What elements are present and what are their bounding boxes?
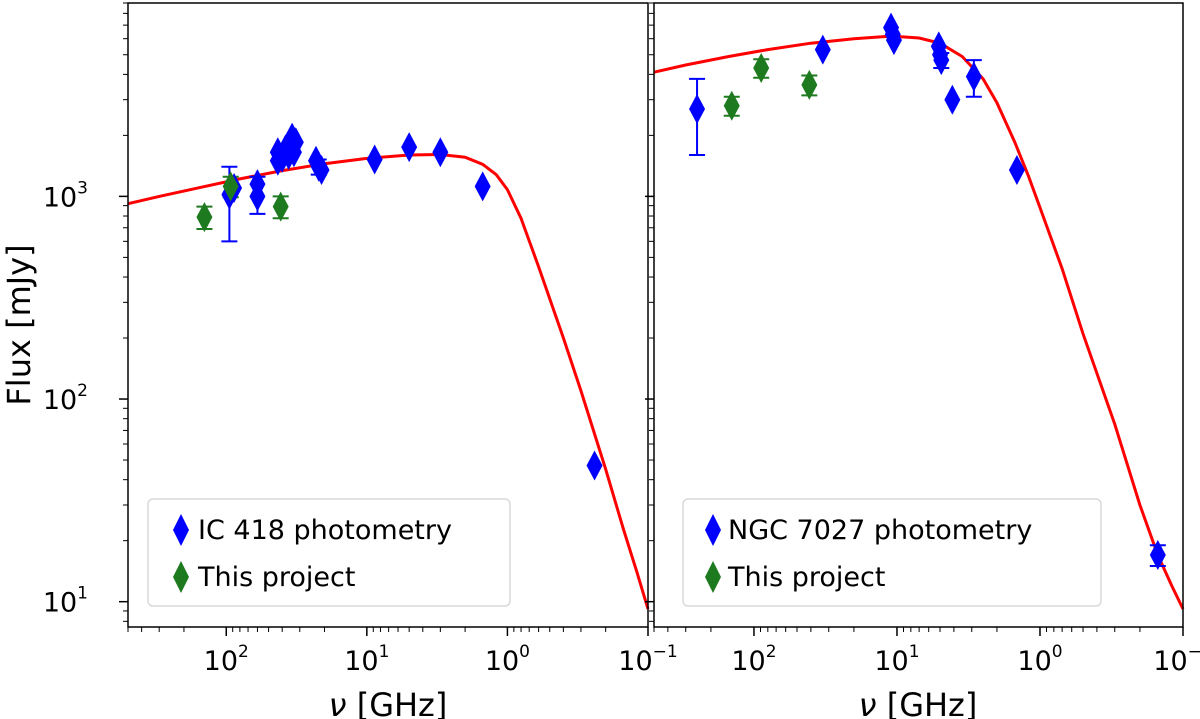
data-point-project: [753, 53, 770, 84]
x-axis-label-unit: [GHz]: [877, 686, 978, 719]
axis-layer: 102 101 100 10−1 101 102 103: [43, 2, 678, 677]
data-point-photometry: [474, 171, 491, 202]
data-point-project: [723, 90, 740, 121]
errorbar-layer: [689, 51, 1166, 567]
data-point-photometry: [401, 132, 418, 163]
legend-marker-project: [705, 561, 721, 593]
x-tick-label: 10−1: [1153, 642, 1200, 677]
legend-label-project: This project: [727, 562, 885, 593]
plot-frame: [653, 2, 1184, 628]
data-point-photometry: [1149, 539, 1166, 570]
y-tick-label: 103: [43, 178, 88, 213]
y-tick-label: 101: [43, 584, 88, 619]
plot-frame: [127, 2, 649, 628]
marker-layer: [689, 12, 1166, 570]
x-axis-label-symbol: ν: [329, 686, 347, 719]
legend-box: [682, 498, 1102, 607]
data-point-project: [222, 171, 239, 202]
model-fit-line: [653, 35, 1185, 610]
legend-label-photometry: IC 418 photometry: [198, 515, 452, 546]
y-axis-label: Flux [mJy]: [0, 244, 38, 405]
x-axis-label-symbol: ν: [859, 686, 877, 719]
x-tick-label: 101: [344, 642, 389, 677]
panel-ic418: 102 101 100 10−1 101 102 103 IC 418 photometry…: [43, 2, 678, 677]
data-point-photometry: [965, 61, 982, 92]
data-point-photometry: [313, 154, 330, 185]
data-point-photometry: [287, 127, 304, 158]
data-point-photometry: [249, 169, 266, 200]
legend-label-photometry: NGC 7027 photometry: [728, 515, 1032, 546]
legend-label-project: This project: [197, 562, 355, 593]
x-tick-label: 100: [485, 642, 530, 677]
data-point-photometry: [586, 450, 603, 481]
x-tick-label: 100: [1017, 642, 1062, 677]
x-axis-label-unit: [GHz]: [347, 686, 448, 719]
data-point-photometry: [366, 144, 383, 175]
model-curve-layer: [653, 35, 1185, 610]
data-point-photometry: [814, 34, 831, 65]
x-axis-label-left: ν [GHz]: [329, 686, 448, 719]
data-point-photometry: [885, 25, 902, 56]
data-point-project: [196, 202, 213, 233]
x-tick-label: 101: [874, 642, 919, 677]
legend-marker-project: [173, 561, 189, 593]
panel-ngc7027: 102 101 100 10−1 NGC 7027 photometry This p…: [645, 2, 1200, 677]
data-point-photometry: [944, 84, 961, 115]
legend: IC 418 photometry This project: [147, 498, 511, 607]
data-point-photometry: [432, 137, 449, 168]
legend: NGC 7027 photometry This project: [682, 498, 1102, 607]
x-axis-label-right: ν [GHz]: [859, 686, 978, 719]
y-tick-label: 102: [43, 381, 88, 416]
data-point-photometry: [689, 93, 706, 124]
x-tick-label: 102: [204, 642, 249, 677]
axis-layer: 102 101 100 10−1: [645, 2, 1200, 677]
data-point-project: [801, 69, 818, 100]
legend-marker-photometry: [173, 514, 189, 546]
legend-marker-photometry: [705, 514, 721, 546]
data-point-photometry: [933, 45, 950, 76]
data-point-project: [272, 191, 289, 222]
legend-box: [147, 498, 511, 607]
marker-layer: [196, 122, 603, 481]
x-tick-label: 10−1: [618, 642, 677, 677]
data-point-photometry: [1008, 154, 1025, 185]
x-tick-label: 102: [731, 642, 776, 677]
